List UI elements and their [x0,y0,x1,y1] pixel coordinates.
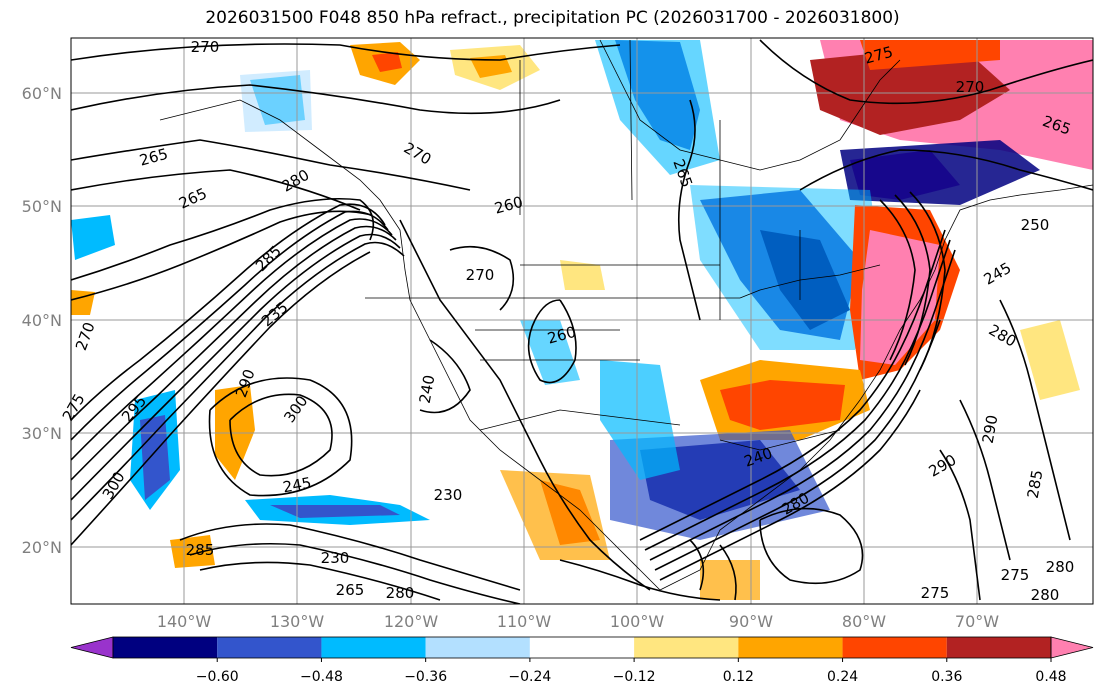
contour-label: 240 [416,373,439,404]
contour-label: 250 [1021,216,1050,234]
contour-label: 290 [979,413,1002,444]
colorbar-bin [113,637,218,658]
lon-label-80w: 80°W [842,612,886,631]
shade-orange-westpacific [71,290,95,315]
contour-label: 275 [921,584,950,602]
lon-axis: 140°W 130°W 120°W 110°W 100°W 90°W 80°W … [157,612,999,631]
shade-lightblue-gulf [240,70,312,132]
shaded-fields [71,40,1093,600]
contour-label: 280 [1031,586,1060,604]
colorbar-bin [946,637,1051,658]
lon-label-90w: 90°W [729,612,773,631]
shade-orange-caribbean [700,560,760,600]
colorbar-bin [217,637,322,658]
contour-label: 280 [386,584,415,602]
lat-label-50n: 50°N [22,197,62,216]
shade-cyan-central [520,320,580,385]
contour-label: 285 [1024,468,1047,499]
colorbar-bin [738,637,843,658]
lon-label-70w: 70°W [955,612,999,631]
contour-label: 280 [1046,558,1075,576]
colorbar-bin [321,637,426,658]
colorbar-tick-label: 0.48 [1035,669,1066,685]
shade-orange-bc [470,55,512,78]
colorbar-tick-label: 0.24 [827,669,858,685]
contour-label: 245 [281,474,312,497]
lat-axis: 60°N 50°N 40°N 30°N 20°N [22,84,62,557]
map-frame [70,37,1094,605]
coastlines [159,39,1093,591]
colorbar-bin [634,637,739,658]
shade-orange-southwest [170,535,215,568]
contour-label: 230 [434,486,463,504]
shade-orange-quebec [860,40,1000,70]
colorbar-bin [425,637,530,658]
shade-red-alaska [372,52,402,72]
contour-label: 265 [336,581,365,599]
shade-orange-mexico [500,470,610,560]
colorbar-tick-label: 0.12 [723,669,754,685]
colorbar: −0.60 −0.48 −0.36 −0.24 −0.12 0.12 0.24 0.36 0.4… [70,636,1094,685]
shade-blue-southpacific [270,505,400,518]
contour-label: 275 [1001,566,1030,584]
lon-label-140w: 140°W [157,612,212,631]
lon-label-100w: 100°W [610,612,665,631]
colorbar-tick-label: 0.36 [931,669,962,685]
lat-label-60n: 60°N [22,84,62,103]
lat-label-40n: 40°N [22,311,62,330]
shade-cyan-greatlakes [690,185,880,350]
lat-label-20n: 20°N [22,538,62,557]
refractivity-contours [71,39,1093,604]
shade-pink-eastcoast [860,230,940,365]
shade-darkred-quebec [810,45,1010,135]
contour-label: 270 [466,266,495,284]
lon-label-130w: 130°W [270,612,325,631]
colorbar-extend-low [70,636,114,659]
shade-orange-atlantic [1020,320,1080,400]
shade-cyan-westpacific [71,215,115,260]
contour-label: 270 [191,38,220,56]
shade-cyan-hudson [595,40,720,175]
colorbar-tick-label: −0.36 [404,669,447,685]
colorbar-extend-high [1050,636,1094,659]
graticule [71,38,1093,604]
shade-navy-labrador [840,140,1040,205]
colorbar-tick-label: −0.12 [613,669,656,685]
colorbar-bin [529,637,635,658]
shade-blue-pacific [140,415,170,500]
colorbar-tick-label: −0.48 [300,669,343,685]
lat-label-30n: 30°N [22,424,62,443]
lon-label-110w: 110°W [497,612,552,631]
lon-label-120w: 120°W [384,612,439,631]
map-title: 2026031500 F048 850 hPa refract., precip… [205,8,900,28]
shade-yellow-central [560,260,605,290]
contour-label: 230 [321,549,350,567]
colorbar-tick-label: −0.60 [196,669,239,685]
contour-label: 285 [186,541,215,559]
colorbar-tick-label: −0.24 [508,669,551,685]
map-layers [71,38,1093,604]
contour-label: 270 [956,78,985,96]
colorbar-frame [112,636,1052,659]
colorbar-bin [842,637,947,658]
